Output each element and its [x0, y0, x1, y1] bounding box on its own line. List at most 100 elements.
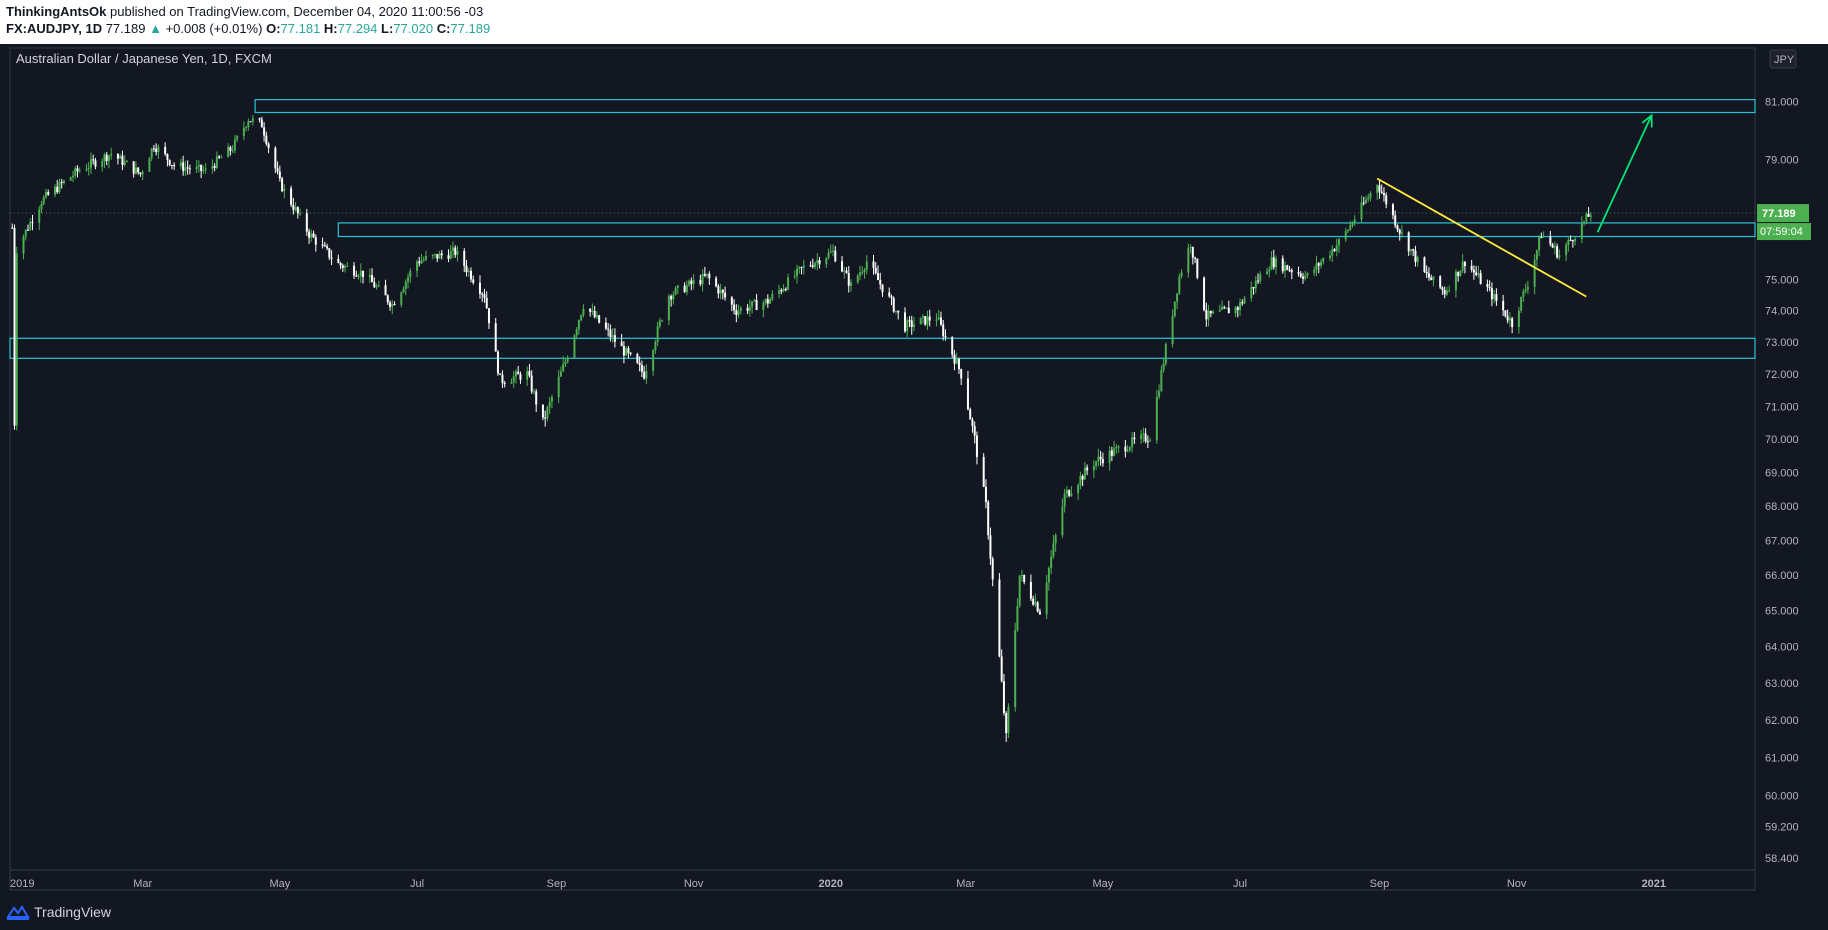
candle-body: [595, 315, 598, 318]
candle-body: [1002, 681, 1005, 714]
candle-body: [769, 299, 772, 304]
candle-body: [1086, 467, 1089, 471]
zone-0: [254, 99, 1756, 114]
candle-body: [274, 147, 277, 169]
candle-body: [1131, 437, 1134, 448]
candle-body: [469, 270, 472, 280]
projection-arrow-head: [1641, 113, 1653, 128]
candle-body: [1252, 287, 1255, 289]
candle-body: [1423, 257, 1426, 272]
candle-body: [1344, 231, 1347, 240]
candle-body: [688, 280, 691, 286]
candle-body: [92, 159, 95, 161]
candle-body: [402, 288, 405, 293]
candle-body: [890, 296, 893, 299]
candle-body: [748, 306, 751, 311]
candle-body: [1400, 232, 1403, 234]
candle-body: [431, 254, 434, 257]
tradingview-logo-icon[interactable]: [6, 903, 30, 921]
candle-body: [157, 146, 160, 153]
candle-body: [782, 288, 785, 292]
candle-body: [1268, 269, 1271, 272]
candle-body: [991, 558, 994, 580]
trendline: [1376, 177, 1587, 298]
candle-body: [1061, 506, 1064, 536]
candle-body: [1535, 250, 1538, 260]
candle-body: [724, 292, 727, 298]
candle-body: [903, 312, 906, 332]
candle-body: [1101, 459, 1104, 464]
price-tick-label: 69.000: [1765, 467, 1799, 479]
drawings-layer: [1376, 113, 1653, 298]
candle-body: [715, 278, 718, 287]
candle-body: [1236, 307, 1239, 311]
candle-body: [928, 316, 931, 321]
candle-body: [1196, 258, 1199, 278]
candle-body: [56, 186, 59, 193]
candle-body: [1045, 582, 1048, 615]
chart-area[interactable]: Australian Dollar / Japanese Yen, 1D, FX…: [0, 44, 1828, 930]
candle-body: [1286, 265, 1289, 270]
candle-body: [966, 378, 969, 410]
candle-body: [13, 227, 16, 426]
candle-body: [1180, 272, 1183, 277]
candle-body: [935, 319, 938, 321]
candle-body: [456, 250, 459, 255]
candle-body: [1580, 222, 1583, 239]
symbol-ohlc-line: FX:AUDJPY, 1D 77.189 ▲ +0.008 (+0.01%) O…: [6, 21, 490, 36]
candle-body: [690, 280, 693, 285]
candle-body: [557, 376, 560, 398]
candle-body: [692, 280, 695, 285]
candle-body: [798, 267, 801, 269]
candle-body: [735, 310, 738, 316]
candle-body: [371, 275, 374, 283]
candle-body: [1461, 261, 1464, 271]
tradingview-brand[interactable]: TradingView: [34, 904, 112, 920]
low-label: L:: [381, 21, 394, 36]
candle-body: [944, 336, 947, 338]
candle-body: [683, 285, 686, 293]
candle-body: [625, 348, 628, 356]
candle-body: [260, 119, 263, 128]
candle-body: [1223, 307, 1226, 309]
candle-body: [1164, 344, 1167, 364]
candle-body: [1380, 191, 1383, 193]
candle-body: [1313, 269, 1316, 274]
candle-body: [604, 322, 607, 329]
candle-body: [1178, 276, 1181, 294]
candle-body: [834, 250, 837, 262]
candle-body: [186, 167, 189, 169]
candle-body: [1205, 309, 1208, 320]
author-name[interactable]: ThinkingAntsOk: [6, 4, 107, 19]
candle-body: [472, 279, 475, 283]
candle-body: [865, 261, 868, 270]
price-chart[interactable]: Australian Dollar / Japanese Yen, 1D, FX…: [0, 44, 1828, 895]
candle-body: [778, 290, 781, 295]
candle-body: [1014, 630, 1017, 708]
candle-body: [200, 164, 203, 171]
candle-body: [1162, 363, 1165, 371]
candle-body: [58, 181, 61, 193]
candle-body: [971, 419, 974, 427]
candle-body: [184, 167, 187, 171]
candle-body: [420, 260, 423, 264]
candle-body: [76, 168, 79, 172]
candle-body: [1322, 258, 1325, 262]
candle-body: [1007, 707, 1010, 734]
candle-body: [227, 146, 230, 158]
candle-body: [1459, 270, 1462, 277]
price-tick-label: 65.000: [1765, 605, 1799, 617]
candle-body: [874, 267, 877, 274]
candle-body: [454, 247, 457, 255]
candle-body: [407, 277, 410, 282]
candle-body: [220, 157, 223, 159]
candle-body: [211, 165, 214, 169]
candle-body: [559, 371, 562, 377]
candle-body: [1416, 257, 1419, 262]
candle-body: [1346, 229, 1349, 232]
candle-body: [1052, 543, 1055, 557]
candle-body: [357, 276, 360, 278]
candle-body: [1243, 298, 1246, 304]
candle-body: [827, 252, 830, 259]
candle-body: [1353, 219, 1356, 224]
